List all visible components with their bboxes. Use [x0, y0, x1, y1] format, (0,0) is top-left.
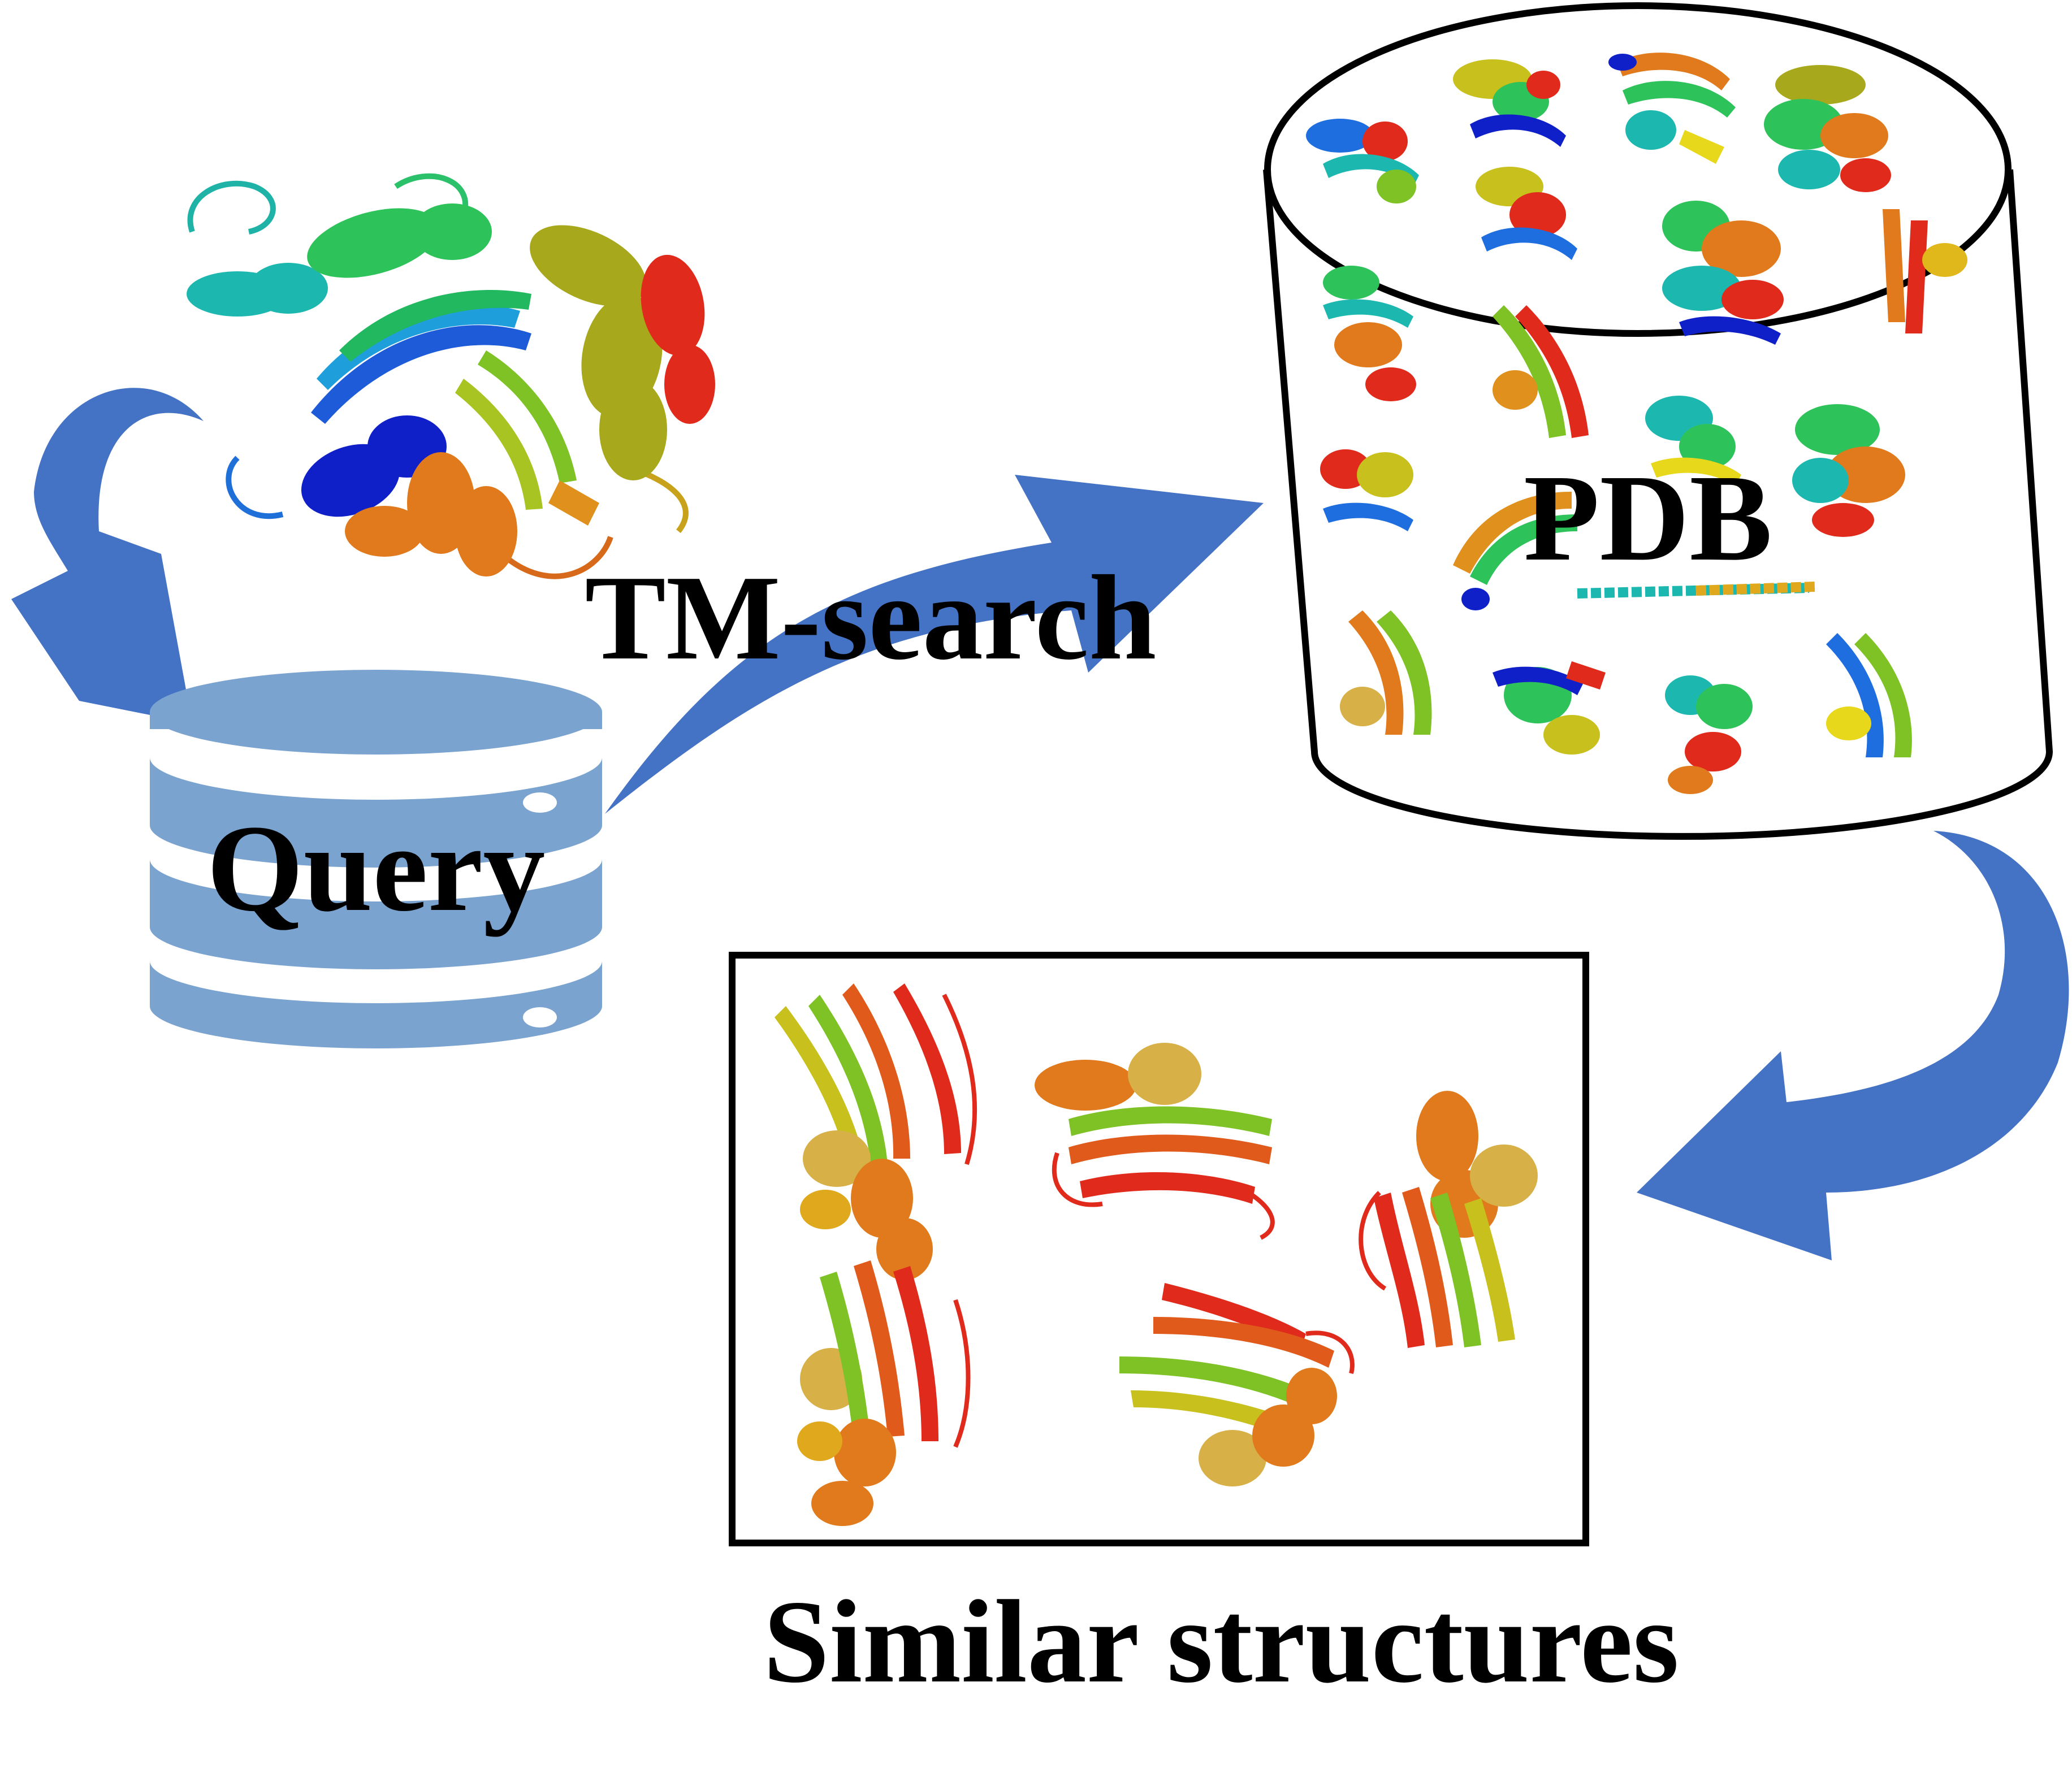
long-helix — [1695, 582, 1815, 596]
indicator-dot — [523, 792, 557, 813]
curved-arrow-down-icon — [11, 388, 204, 723]
result-structure — [797, 1260, 971, 1526]
similar-structures-collection — [775, 983, 1538, 1526]
indicator-dot — [523, 1007, 557, 1028]
query-database-icon — [150, 670, 602, 1048]
pdb-label: PDB — [1524, 449, 1772, 587]
result-label: Similar structures — [763, 1576, 1679, 1707]
method-label: TM-search — [585, 550, 1156, 685]
pdb-structure-collection — [1306, 53, 1967, 794]
query-label: Query — [207, 799, 546, 937]
result-structure — [1359, 1091, 1538, 1348]
pdb-database-cylinder — [1263, 2, 2053, 840]
result-structure — [1119, 1283, 1355, 1486]
long-helix — [1577, 583, 1810, 599]
result-structure — [1035, 1043, 1275, 1240]
curved-arrow-down-icon — [1637, 831, 2069, 1260]
query-protein-structure — [187, 173, 715, 579]
result-structure — [775, 983, 977, 1280]
search-arrow-icon — [605, 475, 1264, 814]
